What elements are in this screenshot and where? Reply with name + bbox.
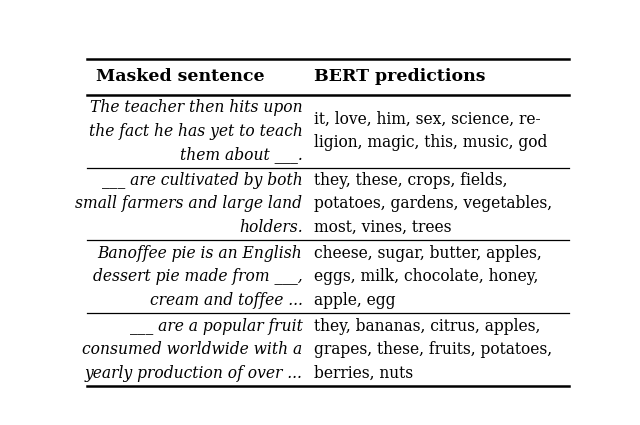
Text: ___ are a popular fruit
consumed worldwide with a
yearly production of over ...: ___ are a popular fruit consumed worldwi… <box>82 318 302 382</box>
Text: BERT predictions: BERT predictions <box>314 68 485 85</box>
Text: ___ are cultivated by both
small farmers and large land
holders.: ___ are cultivated by both small farmers… <box>76 172 302 236</box>
Text: Banoffee pie is an English
dessert pie made from ___,
cream and toffee ...: Banoffee pie is an English dessert pie m… <box>93 245 302 309</box>
Text: cheese, sugar, butter, apples,
eggs, milk, chocolate, honey,
apple, egg: cheese, sugar, butter, apples, eggs, mil… <box>314 245 541 309</box>
Text: The teacher then hits upon
the fact he has yet to teach
them about ___.: The teacher then hits upon the fact he h… <box>88 99 302 163</box>
Text: they, these, crops, fields,
potatoes, gardens, vegetables,
most, vines, trees: they, these, crops, fields, potatoes, ga… <box>314 172 552 236</box>
Text: they, bananas, citrus, apples,
grapes, these, fruits, potatoes,
berries, nuts: they, bananas, citrus, apples, grapes, t… <box>314 318 552 382</box>
Text: it, love, him, sex, science, re-
ligion, magic, this, music, god: it, love, him, sex, science, re- ligion,… <box>314 111 547 151</box>
Text: Masked sentence: Masked sentence <box>97 68 265 85</box>
